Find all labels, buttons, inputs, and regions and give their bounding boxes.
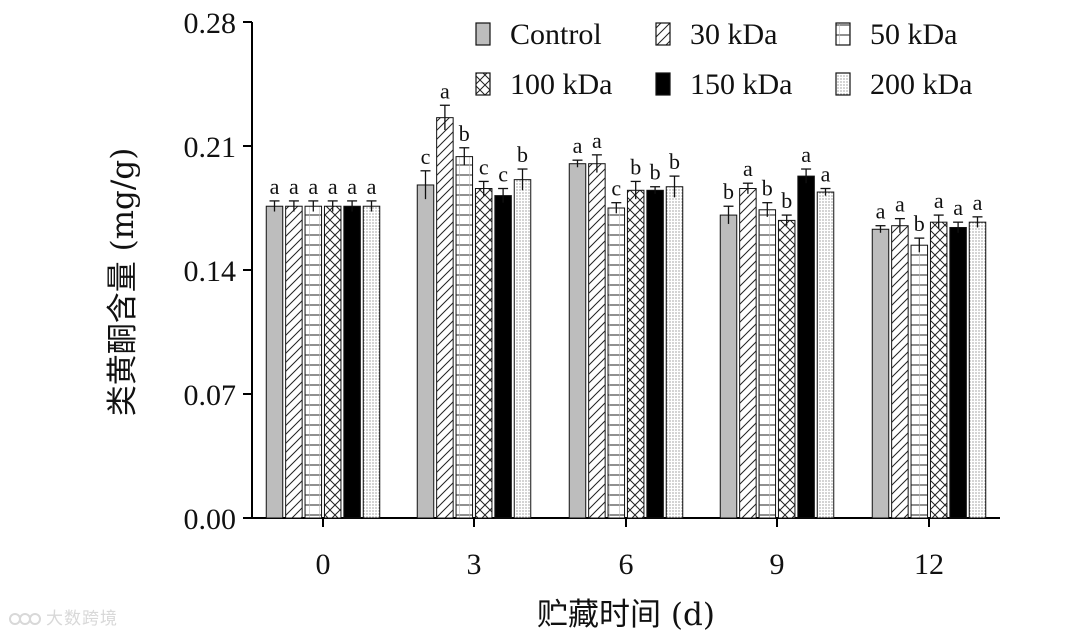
significance-label: b — [517, 142, 528, 167]
y-axis-title: 类黄酮含量 (mg/g) — [105, 148, 141, 417]
significance-label: a — [592, 128, 602, 153]
bar-dots — [513, 179, 532, 519]
bar-dots — [665, 186, 684, 519]
significance-label: a — [440, 78, 450, 103]
legend-label: 150 kDa — [690, 68, 792, 101]
bar-black — [949, 226, 967, 519]
significance-label: a — [801, 142, 811, 167]
significance-label: a — [367, 174, 377, 199]
legend-label: 100 kDa — [510, 68, 612, 101]
bar-diagonal — [588, 163, 606, 519]
significance-label: b — [459, 121, 470, 146]
y-ticks: 0.00 0.07 0.14 0.21 0.28 — [184, 7, 252, 536]
bars — [265, 117, 987, 519]
bar-diagonal — [436, 117, 454, 519]
x-axis-title: 贮藏时间 (d) — [537, 597, 715, 633]
y-tick-label: 0.21 — [184, 131, 237, 164]
watermark-logo-icon — [9, 613, 41, 625]
significance-label: a — [953, 195, 963, 220]
legend-swatch-diagonal — [655, 22, 671, 46]
y-tick-label: 0.00 — [184, 503, 237, 536]
significance-label: b — [914, 211, 925, 236]
watermark-text: 大数跨境 — [46, 609, 118, 629]
bar-black — [797, 175, 815, 519]
legend-swatch-horizontal — [835, 22, 851, 46]
bar-crosshatch — [929, 221, 948, 519]
significance-label: b — [650, 160, 661, 185]
bar-horizontal — [455, 156, 474, 519]
bar-dots — [968, 221, 987, 519]
significance-label: b — [723, 179, 734, 204]
significance-label: b — [669, 149, 680, 174]
significance-label: a — [289, 174, 299, 199]
bar-black — [494, 195, 512, 519]
significance-label: a — [973, 190, 983, 215]
bar-horizontal — [304, 205, 323, 519]
bar-horizontal — [758, 209, 777, 519]
significance-label: a — [876, 199, 886, 224]
y-tick-label: 0.14 — [184, 255, 237, 288]
x-tick-label: 9 — [770, 548, 785, 581]
significance-label: b — [762, 176, 773, 201]
bar-gray — [416, 184, 435, 519]
bar-gray — [265, 205, 284, 519]
y-tick-label: 0.07 — [184, 379, 237, 412]
significance-label: b — [630, 154, 641, 179]
legend-swatch-dots — [835, 72, 851, 96]
bar-diagonal — [891, 225, 909, 519]
significance-label: a — [895, 192, 905, 217]
x-ticks: 0 3 6 9 12 — [316, 518, 944, 581]
significance-label: a — [743, 156, 753, 181]
x-tick-label: 0 — [316, 548, 331, 581]
significance-label: b — [781, 188, 792, 213]
bar-crosshatch — [777, 219, 796, 519]
legend-swatch-gray — [475, 22, 491, 46]
significance-label: a — [934, 188, 944, 213]
bar-gray — [719, 214, 738, 519]
significance-label: c — [479, 154, 489, 179]
significance-label: a — [270, 174, 280, 199]
significance-label: a — [347, 174, 357, 199]
significance-label: a — [573, 133, 583, 158]
legend-label: Control — [510, 18, 602, 51]
x-tick-label: 12 — [914, 548, 944, 581]
significance-label: a — [821, 162, 831, 187]
bar-dots — [362, 205, 381, 519]
bar-gray — [871, 228, 890, 519]
significance-label: c — [611, 176, 621, 201]
bar-diagonal — [285, 205, 303, 519]
legend: Control 30 kDa 50 kDa 100 kDa 150 kDa 200 kDa — [475, 18, 972, 101]
significance-label: c — [421, 144, 431, 169]
bar-horizontal — [607, 207, 626, 519]
bar-dots — [816, 191, 835, 519]
legend-swatch-crosshatch — [475, 72, 491, 96]
bar-horizontal — [910, 244, 929, 519]
bar-crosshatch — [323, 205, 342, 519]
significance-label: a — [308, 174, 318, 199]
significance-label: a — [328, 174, 338, 199]
legend-label: 50 kDa — [870, 18, 957, 51]
bar-black — [646, 189, 664, 519]
bar-diagonal — [739, 188, 757, 519]
watermark: 大数跨境 — [8, 604, 118, 630]
bar-gray — [568, 163, 587, 519]
x-tick-label: 6 — [619, 548, 634, 581]
legend-label: 200 kDa — [870, 68, 972, 101]
legend-swatch-black — [655, 72, 671, 96]
legend-label: 30 kDa — [690, 18, 777, 51]
bar-crosshatch — [626, 189, 645, 519]
bar-crosshatch — [474, 188, 493, 519]
x-tick-label: 3 — [467, 548, 482, 581]
y-tick-label: 0.28 — [184, 7, 237, 40]
bar-black — [343, 205, 361, 519]
error-bars — [269, 104, 983, 253]
significance-label: c — [498, 162, 508, 187]
